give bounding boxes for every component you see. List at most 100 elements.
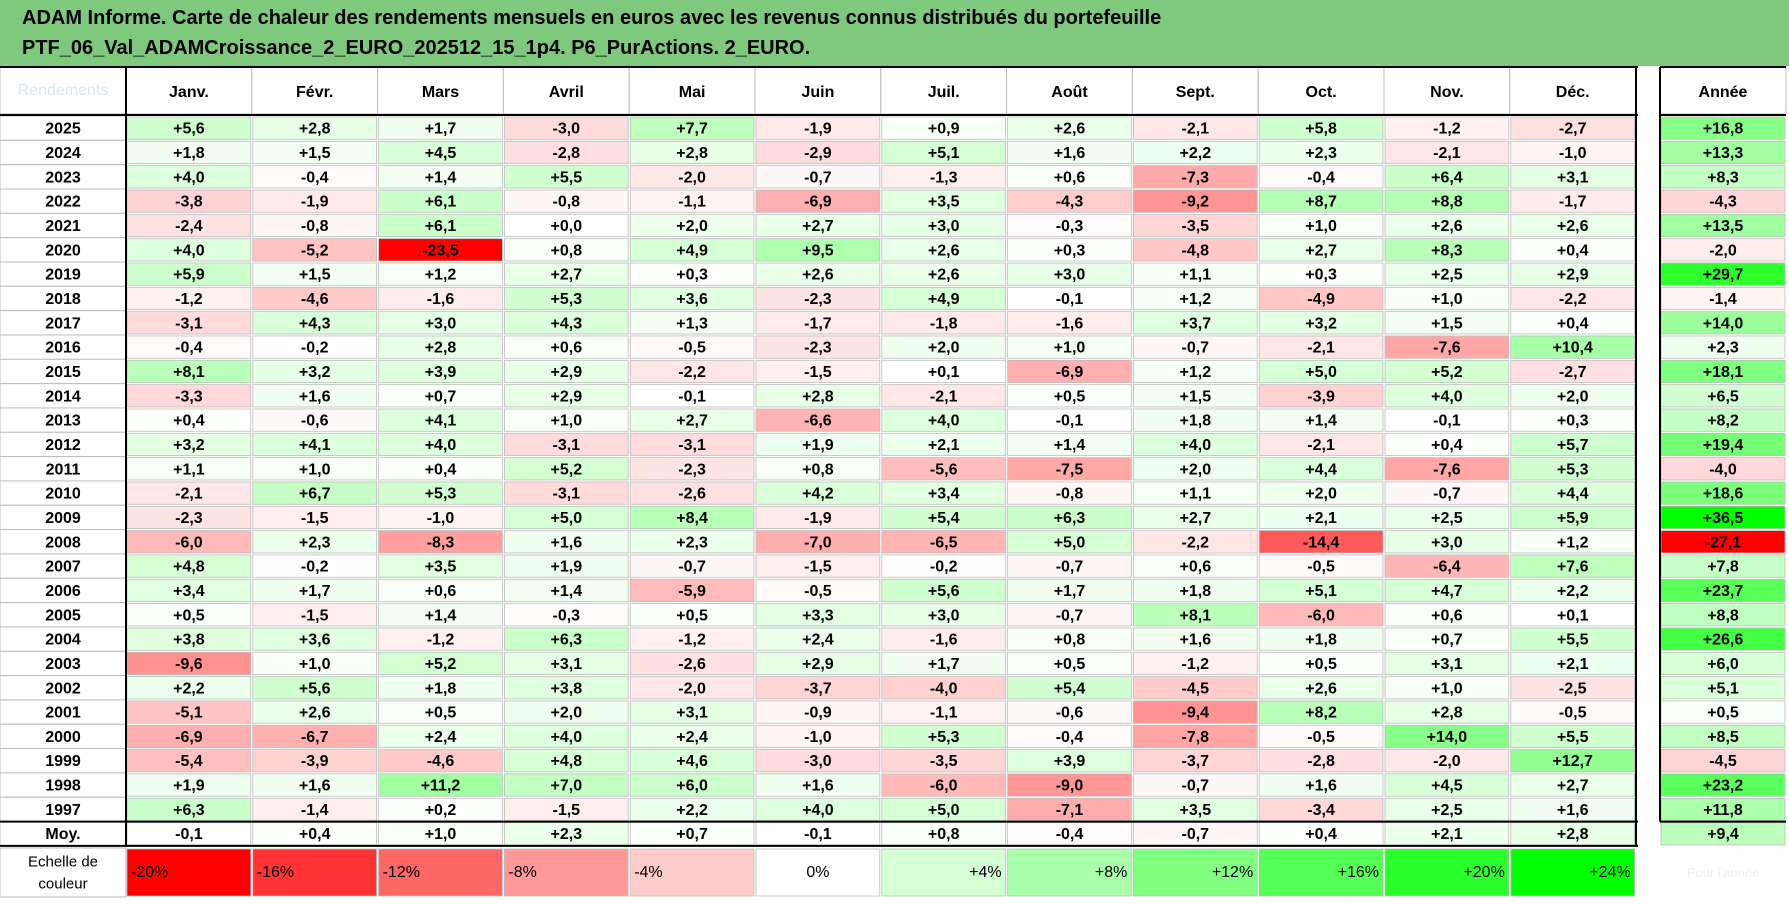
heatmap-cell-value: +2,8	[802, 388, 834, 405]
heatmap-cell	[252, 676, 378, 700]
heatmap-cell-value: -0,1	[1056, 413, 1084, 430]
heatmap-cell	[755, 359, 881, 384]
heatmap-cell-value: +3,9	[425, 364, 457, 381]
heatmap-cell	[503, 724, 629, 748]
heatmap-cell-value: +3,1	[551, 656, 583, 673]
heatmap-cell-value: +3,1	[1557, 169, 1589, 186]
heatmap-cell	[755, 384, 881, 408]
heatmap-cell-value: +2,6	[1054, 121, 1086, 138]
heatmap-cell-value: -3,1	[553, 437, 581, 454]
heatmap-cell-value: +2,1	[1557, 656, 1589, 673]
heatmap-cell	[629, 457, 755, 481]
year-cell	[0, 723, 127, 750]
heatmap-cell-value: +7,6	[1557, 559, 1589, 576]
heatmap-cell-value: +5,0	[1305, 364, 1337, 381]
heatmap-cell	[378, 311, 503, 335]
heatmap-cell	[1007, 311, 1132, 335]
heatmap-cell	[629, 384, 755, 408]
heatmap-cell-value: +8,2	[1305, 705, 1337, 722]
year-label: 2017	[45, 315, 81, 332]
heatmap-cell	[1510, 286, 1636, 311]
annual-cell-value: -4,3	[1709, 194, 1737, 211]
heatmap-cell-value: -2,7	[1559, 121, 1587, 138]
heatmap-cell-value: -14,4	[1303, 534, 1340, 551]
color-scale-step-label: -16%	[257, 864, 294, 881]
heatmap-cell-value: -0,3	[1056, 218, 1084, 235]
color-scale-step-label: +20%	[1463, 864, 1504, 881]
heatmap-cell-value: +3,2	[299, 364, 331, 381]
heatmap-cell-value: +5,2	[1431, 364, 1463, 381]
heatmap-cell	[1133, 554, 1258, 578]
heatmap-cell-value: -2,7	[1559, 364, 1587, 381]
heatmap-cell	[755, 213, 881, 238]
heatmap-cell	[629, 311, 755, 335]
heatmap-cell	[755, 286, 881, 311]
heatmap-cell-value: -1,9	[804, 510, 832, 527]
heatmap-cell	[378, 286, 503, 311]
heatmap-cell-value: -1,1	[930, 705, 958, 722]
heatmap-cell-value: +0,4	[1431, 437, 1463, 454]
heatmap-cell-value: +4,9	[928, 291, 960, 308]
heatmap-cell	[503, 213, 629, 238]
annual-header: Année	[1699, 84, 1748, 101]
heatmap-cell	[1133, 700, 1258, 724]
year-cell	[0, 675, 127, 701]
heatmap-cell	[1258, 408, 1384, 432]
heatmap-cell	[881, 676, 1006, 700]
heatmap-cell-value: -5,6	[930, 461, 958, 478]
heatmap-cell	[1258, 530, 1384, 554]
heatmap-cell	[1258, 700, 1384, 724]
color-scale-swatch	[1510, 848, 1636, 897]
heatmap-cell	[1384, 724, 1510, 748]
heatmap-cell	[1510, 724, 1636, 748]
heatmap-cell-value: +2,7	[1557, 778, 1589, 795]
heatmap-cell-value: +0,6	[1180, 559, 1212, 576]
heatmap-cell	[1133, 749, 1258, 773]
heatmap-cell	[503, 700, 629, 724]
heatmap-cell	[881, 554, 1006, 578]
heatmap-cell	[1384, 457, 1510, 481]
heatmap-cell-value: -3,1	[678, 437, 706, 454]
heatmap-cell-value: +0,5	[1054, 656, 1086, 673]
heatmap-cell	[1510, 457, 1636, 481]
heatmap-cell-value: -2,2	[1559, 291, 1587, 308]
color-scale-step-label: -4%	[634, 864, 662, 881]
heatmap-cell	[378, 165, 503, 189]
year-label: 2011	[46, 461, 81, 478]
heatmap-cell-value: -0,4	[175, 340, 203, 357]
heatmap-cell-value: -5,9	[678, 583, 706, 600]
heatmap-cell-value: +2,9	[802, 656, 834, 673]
heatmap-cell	[1384, 311, 1510, 335]
year-label: 2014	[45, 388, 81, 405]
heatmap-cell-value: -4,3	[1056, 194, 1084, 211]
heatmap-cell	[881, 262, 1006, 286]
heatmap-cell-value: -3,0	[804, 753, 832, 770]
heatmap-cell	[503, 165, 629, 189]
heatmap-cell	[503, 262, 629, 286]
heatmap-cell	[252, 286, 378, 311]
heatmap-cell	[1133, 408, 1258, 432]
heatmap-cell	[1007, 530, 1132, 554]
annual-cell-value: +9,4	[1707, 826, 1739, 843]
heatmap-cell-value: +1,4	[1054, 437, 1086, 454]
heatmap-cell-value: +7,0	[551, 778, 583, 795]
heatmap-cell-value: +11,2	[421, 778, 461, 795]
year-cell	[0, 480, 127, 506]
year-cell	[0, 772, 127, 798]
title-line-1: ADAM Informe. Carte de chaleur des rende…	[22, 7, 1162, 29]
heatmap-cell	[881, 578, 1006, 603]
heatmap-cell-value: -2,1	[930, 388, 958, 405]
heatmap-cell	[503, 773, 629, 797]
year-cell	[0, 699, 127, 725]
heatmap-cell-value: -6,7	[301, 729, 329, 746]
heatmap-cell-value: -3,5	[930, 753, 958, 770]
heatmap-cell-value: -1,3	[930, 169, 958, 186]
heatmap-cell	[1007, 749, 1132, 773]
heatmap-cell	[1258, 554, 1384, 578]
heatmap-cell-value: +4,6	[676, 753, 708, 770]
heatmap-cell-value: +2,1	[1305, 510, 1337, 527]
heatmap-cell-value: +2,8	[425, 340, 457, 357]
heatmap-cell	[881, 189, 1006, 213]
heatmap-cell	[1384, 432, 1510, 457]
heatmap-cell-value: +2,6	[802, 267, 834, 284]
